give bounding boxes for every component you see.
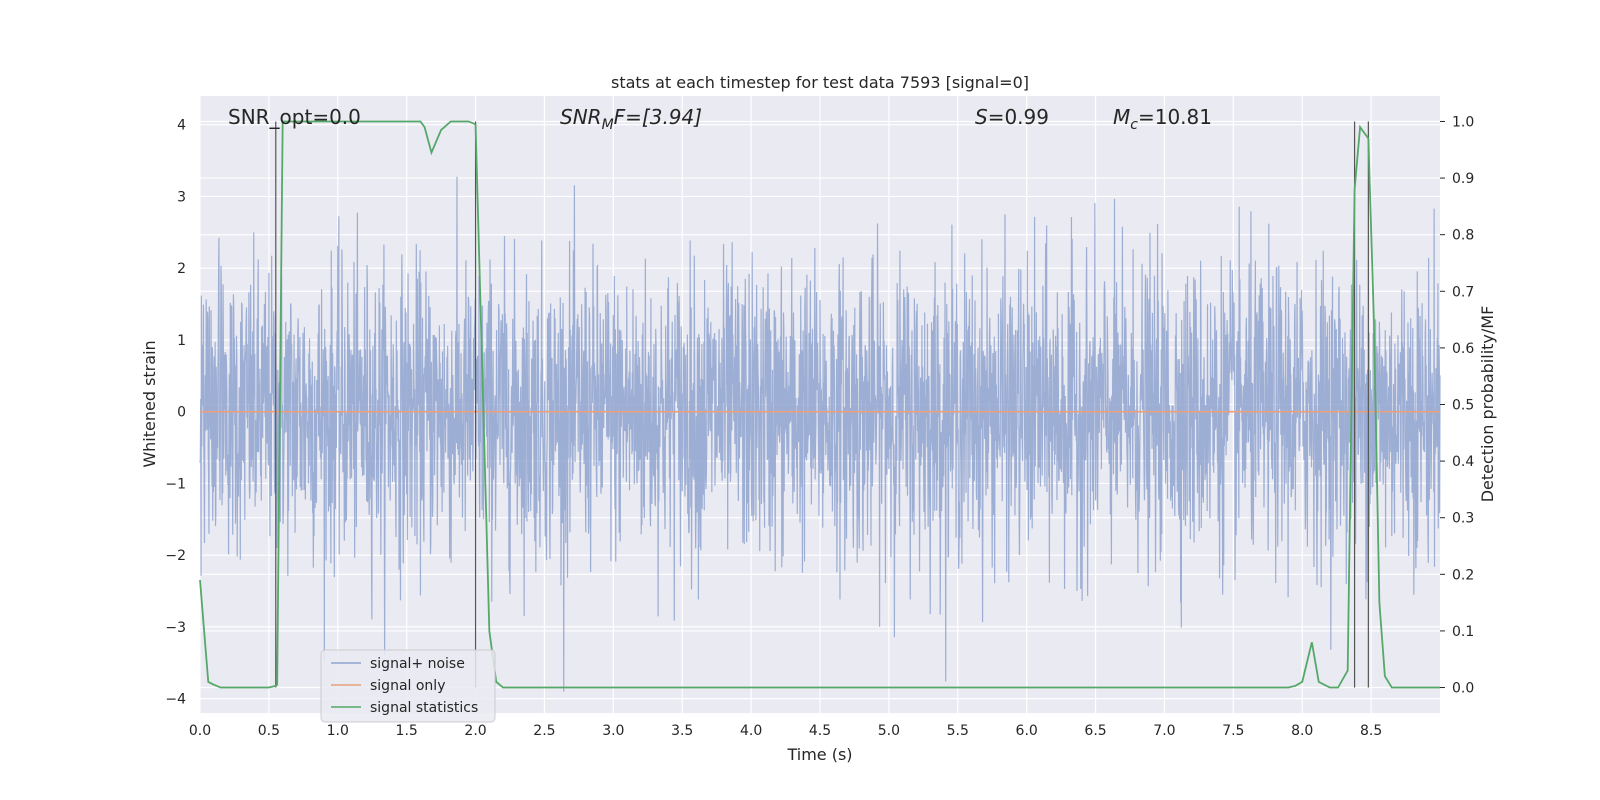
x-tick-label: 3.5 [671, 723, 693, 739]
x-tick-label: 8.0 [1291, 723, 1313, 739]
x-tick-label: 0.0 [189, 723, 211, 739]
y-right-tick-label: 0.8 [1452, 228, 1474, 244]
x-tick-label: 1.5 [396, 723, 418, 739]
x-tick-label: 0.5 [258, 723, 280, 739]
annotation-s-base: S [975, 105, 988, 129]
y-left-tick-label: 1 [177, 333, 186, 349]
y-right-tick-label: 0.0 [1452, 681, 1474, 697]
annotation-mc-base: M [1113, 105, 1130, 129]
x-tick-label: 6.0 [1016, 723, 1038, 739]
x-tick-label: 7.5 [1222, 723, 1244, 739]
y-left-axis-ticks: 4 3 2 1 0 −1 −2 −3 −4 [165, 118, 186, 708]
y-right-tick-label: 0.4 [1452, 454, 1474, 470]
y-left-tick-label: 0 [177, 405, 186, 421]
annotation-snr-mf-sub: M [602, 117, 614, 133]
annotation-s-rest: =0.99 [988, 105, 1049, 129]
x-tick-label: 4.5 [809, 723, 831, 739]
x-tick-label: 6.5 [1084, 723, 1106, 739]
annotation-snr-mf-rest: F=[3.94] [614, 105, 702, 129]
annotation-snr-mf: SNRMF=[3.94] [560, 105, 702, 133]
y-left-tick-label: 3 [177, 189, 186, 205]
y-left-tick-label: 2 [177, 261, 186, 277]
y-right-tick-label: 0.9 [1452, 171, 1474, 187]
x-axis-ticks: 0.0 0.5 1.0 1.5 2.0 2.5 3.0 3.5 4.0 4.5 5.0 5.5 6.0 6… [189, 723, 1382, 739]
annotation-mc-rest: =10.81 [1138, 105, 1212, 129]
y-right-tick-label: 0.6 [1452, 341, 1474, 357]
x-tick-label: 7.0 [1153, 723, 1175, 739]
legend-label-signal-only: signal only [370, 678, 445, 694]
y-right-tick-label: 0.3 [1452, 511, 1474, 527]
annotation-s: S=0.99 [975, 105, 1049, 129]
annotations: SNR_opt=0.0 SNRMF=[3.94] S=0.99 Mc=10.81 [228, 105, 1212, 133]
y-right-tick-label: 0.7 [1452, 284, 1474, 300]
x-tick-label: 3.0 [602, 723, 624, 739]
y-right-axis-ticks: 1.0 0.9 0.8 0.7 0.6 0.5 0.4 0.3 0.2 0.1 0.0 [1440, 114, 1474, 697]
y-right-axis-label: Detection probability/MF [1478, 306, 1497, 503]
y-left-tick-label: −3 [165, 620, 186, 636]
chart-title: stats at each timestep for test data 759… [611, 73, 1029, 92]
x-tick-label: 2.0 [464, 723, 486, 739]
legend: signal+ noise signal only signal statist… [320, 649, 496, 723]
y-right-tick-label: 0.2 [1452, 567, 1474, 583]
signal-statistics-series [199, 120, 1440, 689]
y-left-tick-label: −1 [165, 476, 186, 492]
legend-label-signal-statistics: signal statistics [370, 700, 478, 716]
y-right-tick-label: 0.5 [1452, 398, 1474, 414]
y-left-tick-label: −2 [165, 548, 186, 564]
legend-box [320, 649, 496, 723]
x-axis-label: Time (s) [786, 745, 852, 764]
legend-label-signal-noise: signal+ noise [370, 656, 465, 672]
y-left-axis-label: Whitened strain [140, 340, 159, 467]
annotation-mc-sub: c [1130, 117, 1138, 133]
x-tick-label: 2.5 [533, 723, 555, 739]
x-tick-label: 1.0 [327, 723, 349, 739]
y-right-tick-label: 1.0 [1452, 114, 1474, 130]
annotation-snr-mf-base: SNR [560, 105, 602, 129]
annotation-snr-opt: SNR_opt=0.0 [228, 105, 361, 129]
y-right-tick-label: 0.1 [1452, 624, 1474, 640]
x-tick-label: 4.0 [740, 723, 762, 739]
x-tick-label: 5.0 [878, 723, 900, 739]
y-left-tick-label: −4 [165, 692, 186, 708]
signal-noise-series [199, 176, 1441, 692]
y-left-tick-label: 4 [177, 118, 186, 134]
signal-noise-line [199, 176, 1441, 692]
x-tick-label: 5.5 [947, 723, 969, 739]
annotation-mc: Mc=10.81 [1113, 105, 1212, 133]
x-tick-label: 8.5 [1360, 723, 1382, 739]
signal-statistics-line [199, 120, 1440, 689]
